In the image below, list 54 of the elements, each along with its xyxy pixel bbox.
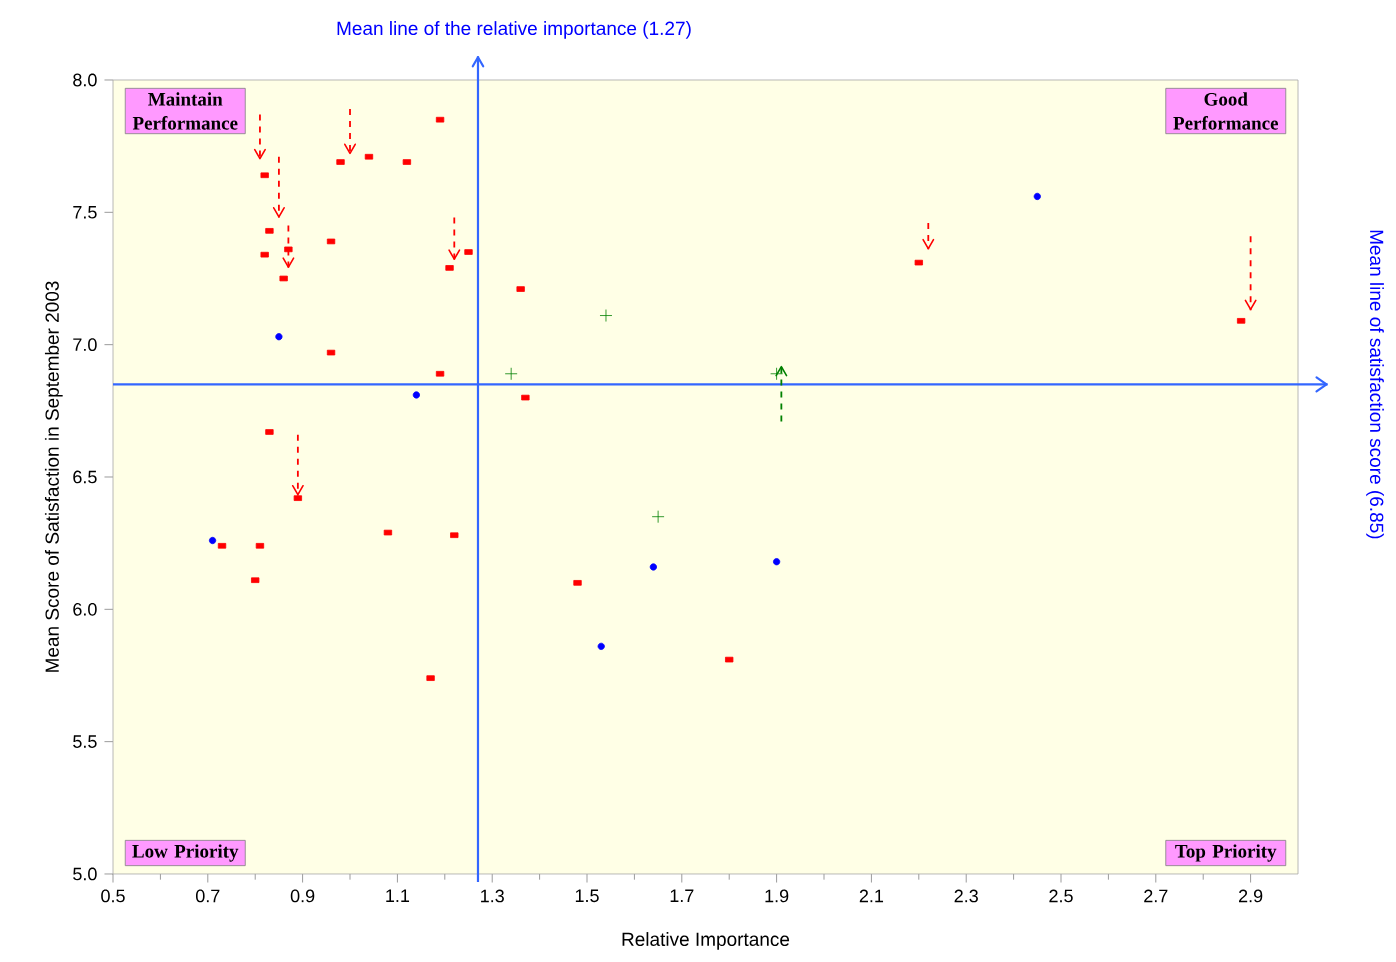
y-tick-label: 6.5 — [73, 470, 97, 484]
x-tick-label: 2.5 — [1049, 889, 1073, 903]
annotation: Top Priority — [1175, 844, 1277, 862]
point — [279, 275, 288, 282]
x-axis-title: Relative Importance — [622, 932, 790, 950]
y-tick-label: 5.0 — [73, 867, 97, 881]
point — [651, 510, 665, 524]
point — [284, 246, 293, 253]
point — [649, 563, 657, 571]
point — [770, 367, 784, 381]
x-tick-label: 2.7 — [1144, 889, 1168, 903]
annotation: Maintain Performance — [132, 92, 238, 130]
point — [412, 391, 420, 399]
point — [725, 656, 734, 663]
point — [521, 394, 530, 401]
ref-line-label: Mean line of satisfaction score (6.85) — [1366, 230, 1384, 539]
point — [364, 153, 374, 160]
x-tick-label: 2.3 — [954, 889, 978, 903]
x-tick-label: 2.9 — [1239, 889, 1263, 903]
point — [435, 370, 445, 377]
x-tick-label: 1.9 — [765, 889, 789, 903]
point — [208, 536, 217, 545]
x-tick-label: 1.3 — [481, 889, 504, 903]
point — [597, 642, 605, 650]
point — [275, 333, 283, 341]
y-tick-label: 7.5 — [73, 206, 97, 219]
y-tick-label: 8.0 — [73, 73, 97, 87]
x-tick-label: 0.7 — [195, 889, 220, 903]
point — [450, 532, 459, 539]
y-axis-title: Mean Score of Satisfaction in September 2003 — [44, 281, 63, 672]
point — [326, 238, 336, 245]
point — [1033, 192, 1041, 201]
point — [251, 577, 260, 584]
annotation: Low Priority — [132, 844, 239, 862]
point — [383, 529, 393, 536]
point — [260, 172, 269, 179]
ref-line-label: Mean line of the relative importance (1.27) — [337, 21, 691, 39]
x-tick-label: 1.1 — [386, 889, 410, 902]
x-tick-label: 0.5 — [101, 889, 125, 903]
x-tick-label: 1.5 — [575, 889, 599, 903]
annotation: Good Performance — [1173, 92, 1279, 130]
y-tick-label: 5.5 — [73, 735, 97, 748]
x-tick-label: 1.7 — [670, 889, 694, 902]
y-tick-label: 6.0 — [73, 602, 97, 616]
point — [435, 116, 445, 123]
x-tick-label: 0.9 — [290, 889, 315, 903]
point — [599, 309, 613, 322]
point — [326, 349, 336, 356]
point — [504, 367, 518, 381]
x-tick-label: 2.1 — [859, 889, 884, 903]
point — [773, 558, 781, 566]
y-tick-label: 7.0 — [73, 338, 97, 352]
point — [914, 259, 923, 266]
point — [260, 251, 269, 258]
